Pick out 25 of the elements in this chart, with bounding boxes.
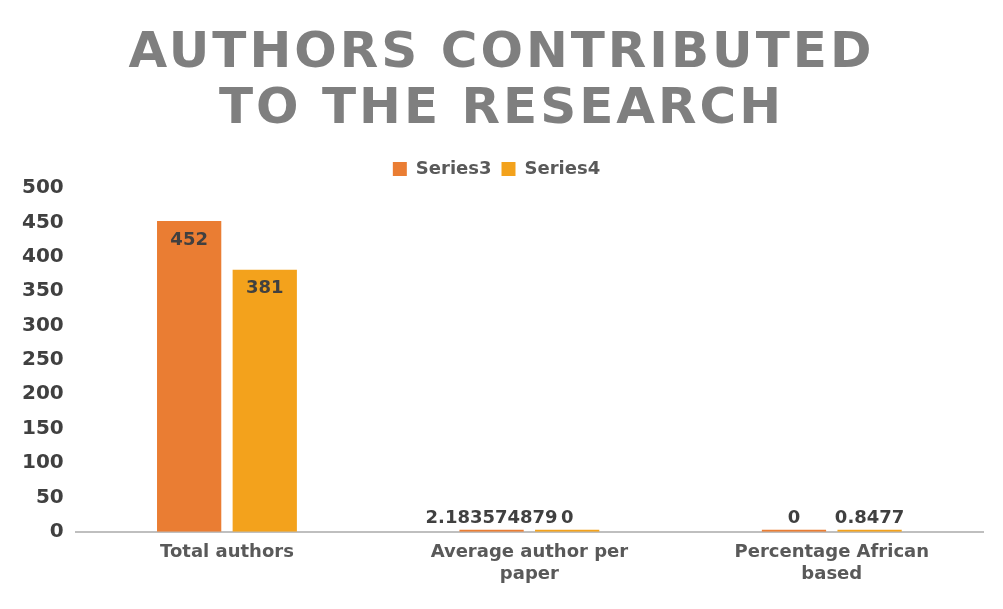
y-tick-label: 200 <box>22 380 64 405</box>
data-label: 0 <box>787 506 801 528</box>
x-tick-label: Percentage African based <box>734 540 930 583</box>
data-label: 0 <box>560 506 574 528</box>
x-tick-label: Average author per paper <box>430 540 629 583</box>
y-tick-label: 150 <box>22 414 64 439</box>
y-tick-label: 500 <box>22 174 64 199</box>
data-label: 452 <box>170 227 208 249</box>
y-tick-label: 100 <box>22 449 64 474</box>
chart-title: AUTHORS CONTRIBUTED TO THE RESEARCH <box>127 21 876 135</box>
y-tick-label: 300 <box>22 311 64 336</box>
data-label: 2.183574879 <box>425 506 558 528</box>
y-tick-label: 250 <box>22 346 64 371</box>
data-label: 381 <box>245 276 284 298</box>
bar <box>232 269 297 532</box>
y-tick-label: 50 <box>35 483 64 508</box>
y-tick-label: 400 <box>22 242 64 267</box>
bar <box>157 221 222 532</box>
y-tick-label: 0 <box>49 518 64 542</box>
data-label: 0.8477 <box>834 506 905 528</box>
x-tick-label: Total authors <box>160 540 294 562</box>
y-tick-label: 350 <box>22 277 64 302</box>
legend-label: Series3 <box>415 156 492 178</box>
legend-label: Series4 <box>524 156 601 178</box>
y-tick-label: 450 <box>22 208 64 233</box>
